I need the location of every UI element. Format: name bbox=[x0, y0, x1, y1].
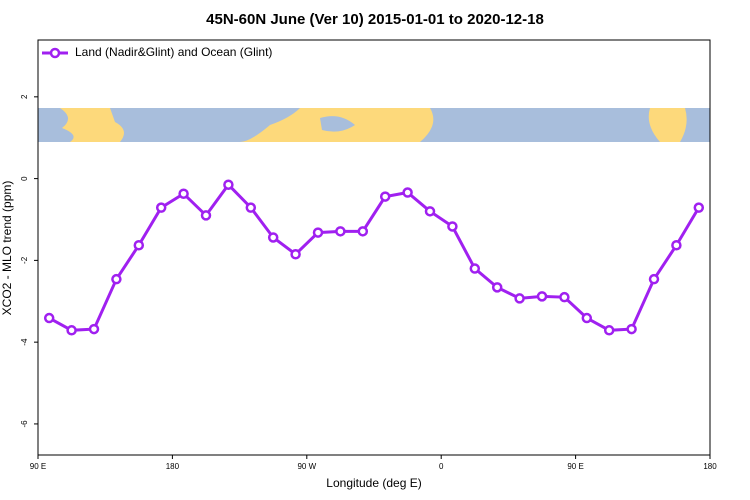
data-point bbox=[335, 226, 346, 237]
data-point bbox=[514, 293, 525, 304]
data-point bbox=[603, 325, 615, 336]
data-point bbox=[559, 291, 570, 303]
data-point bbox=[155, 202, 167, 213]
data-point bbox=[267, 232, 279, 243]
plot-frame bbox=[37, 39, 711, 456]
data-point bbox=[290, 248, 301, 260]
data-point bbox=[43, 312, 55, 324]
data-point bbox=[402, 187, 413, 198]
data-point bbox=[66, 325, 77, 336]
y-tick-label: -6 bbox=[20, 420, 29, 428]
data-point bbox=[379, 191, 391, 202]
data-point bbox=[245, 202, 257, 213]
data-point bbox=[693, 202, 705, 213]
x-tick-label: 90 E bbox=[567, 462, 583, 471]
x-tick-label: 180 bbox=[703, 462, 717, 471]
data-point bbox=[671, 240, 682, 251]
data-point bbox=[133, 240, 145, 251]
y-tick-label: 2 bbox=[20, 94, 29, 99]
x-tick-label: 180 bbox=[166, 462, 180, 471]
x-axis-label: Longitude (deg E) bbox=[326, 476, 421, 490]
legend-marker bbox=[49, 47, 61, 59]
y-axis-label: XCO2 - MLO trend (ppm) bbox=[0, 181, 14, 316]
data-point bbox=[111, 273, 122, 285]
data-point bbox=[200, 210, 212, 221]
data-point bbox=[424, 206, 436, 217]
legend-label: Land (Nadir&Glint) and Ocean (Glint) bbox=[75, 45, 272, 59]
data-point bbox=[536, 291, 548, 302]
data-point bbox=[312, 227, 324, 238]
data-point bbox=[357, 226, 369, 237]
data-point bbox=[626, 323, 637, 335]
x-tick-label: 0 bbox=[439, 462, 444, 471]
x-tick-label: 90 W bbox=[297, 462, 316, 471]
y-tick-label: 0 bbox=[20, 176, 29, 181]
data-point bbox=[178, 188, 189, 199]
data-point bbox=[88, 323, 100, 335]
x-tick-label: 90 E bbox=[30, 462, 46, 471]
series-line bbox=[48, 182, 701, 332]
chart-title: 45N-60N June (Ver 10) 2015-01-01 to 2020… bbox=[206, 11, 544, 28]
data-point bbox=[223, 179, 234, 190]
y-tick-label: -4 bbox=[20, 338, 29, 346]
map-band bbox=[38, 108, 710, 142]
data-point bbox=[491, 282, 503, 293]
data-point bbox=[581, 312, 593, 324]
data-point bbox=[447, 221, 458, 232]
data-point bbox=[648, 273, 660, 285]
y-tick-label: -2 bbox=[20, 256, 29, 264]
data-point bbox=[469, 263, 481, 274]
